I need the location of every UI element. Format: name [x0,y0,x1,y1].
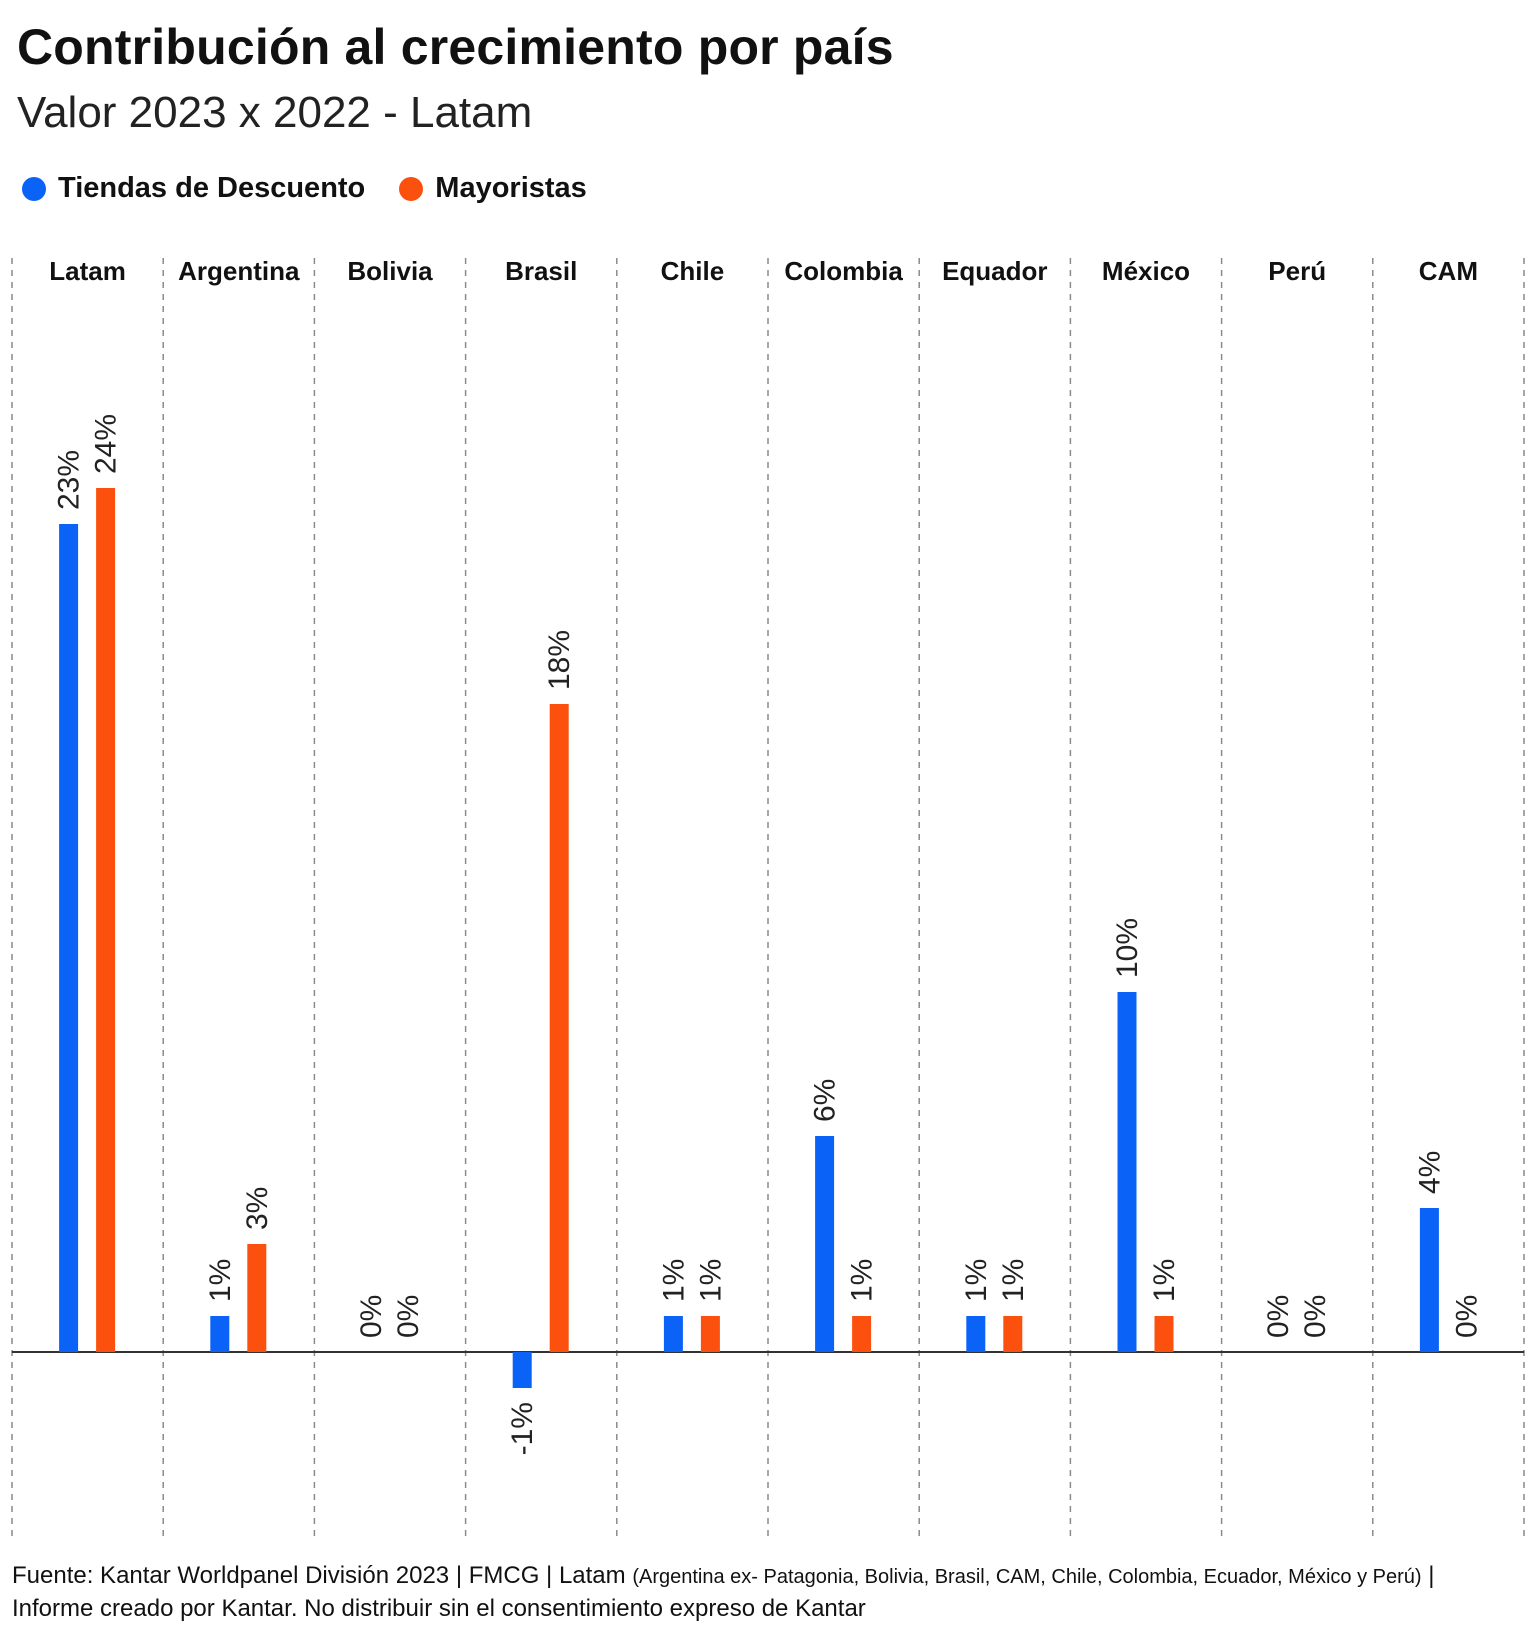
legend-label-discount: Tiendas de Descuento [58,172,366,204]
category-label-9: CAM [1419,256,1478,286]
value-label-discount-0: 23% [53,450,86,510]
value-label-discount-9: 4% [1413,1151,1446,1194]
bar-wholesale-5 [852,1316,872,1352]
legend: Tiendas de Descuento Mayoristas [22,172,621,205]
value-label-wholesale-5: 1% [846,1259,879,1302]
bar-wholesale-4 [700,1316,720,1352]
category-label-8: Perú [1268,256,1326,286]
category-label-4: Chile [661,256,725,286]
footer-source: Fuente: Kantar Worldpanel División 2023 … [12,1562,633,1589]
footer-disclaimer: | Informe creado por Kantar. No distribu… [12,1562,1435,1622]
value-label-wholesale-2: 0% [392,1295,425,1338]
value-label-wholesale-7: 1% [1148,1259,1181,1302]
value-label-wholesale-4: 1% [694,1259,727,1302]
legend-label-wholesale: Mayoristas [435,172,587,204]
category-label-3: Brasil [505,256,577,286]
value-label-discount-1: 1% [204,1259,237,1302]
value-label-wholesale-9: 0% [1450,1295,1483,1338]
category-label-1: Argentina [178,256,300,286]
value-label-discount-5: 6% [809,1079,842,1122]
bar-discount-7 [1117,992,1137,1352]
value-label-wholesale-0: 24% [90,414,123,474]
legend-swatch-discount [22,176,46,201]
source-footer: Fuente: Kantar Worldpanel División 2023 … [12,1560,1512,1624]
bar-discount-4 [663,1316,683,1352]
value-label-discount-8: 0% [1262,1295,1295,1338]
value-label-discount-6: 1% [960,1259,993,1302]
chart-title: Contribución al crecimiento por país [17,19,894,75]
category-label-7: México [1102,256,1190,286]
value-label-discount-3: -1% [506,1402,539,1455]
bar-wholesale-6 [1003,1316,1023,1352]
category-label-5: Colombia [784,256,903,286]
bar-wholesale-3 [549,704,569,1352]
bar-wholesale-7 [1154,1316,1174,1352]
category-label-2: Bolivia [347,256,433,286]
bar-discount-5 [815,1136,835,1352]
value-label-wholesale-3: 18% [543,630,576,690]
category-label-6: Equador [942,256,1047,286]
bar-discount-6 [966,1316,986,1352]
value-label-discount-2: 0% [355,1295,388,1338]
bar-discount-0 [59,524,79,1352]
bar-wholesale-1 [247,1244,267,1352]
legend-swatch-wholesale [399,176,424,201]
bar-discount-3 [512,1352,532,1388]
bar-wholesale-0 [96,488,116,1352]
value-label-discount-7: 10% [1111,918,1144,978]
bar-discount-9 [1419,1208,1439,1352]
value-label-discount-4: 1% [657,1259,690,1302]
legend-item-discount: Tiendas de Descuento [22,172,365,205]
value-label-wholesale-8: 0% [1299,1295,1332,1338]
bar-discount-1 [210,1316,230,1352]
legend-item-wholesale: Mayoristas [399,172,587,205]
footer-note: (Argentina ex- Patagonia, Bolivia, Brasi… [632,1566,1422,1588]
value-label-wholesale-6: 1% [997,1259,1030,1302]
value-label-wholesale-1: 3% [241,1187,274,1230]
chart-subtitle: Valor 2023 x 2022 - Latam [17,88,533,137]
category-label-0: Latam [49,256,126,286]
